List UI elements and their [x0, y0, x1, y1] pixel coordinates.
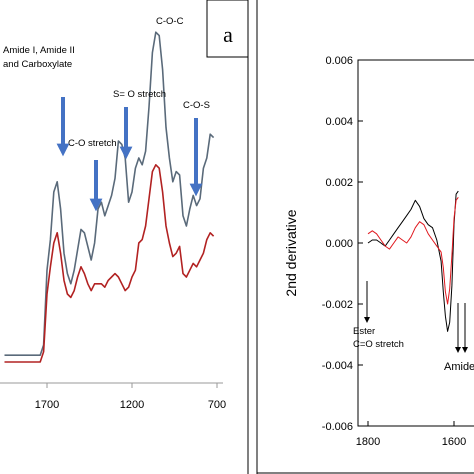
panel-a-x-tick-label: 1700: [35, 399, 59, 411]
panel-b-x-tick-label: 1600: [442, 436, 466, 448]
panel-b-ticks: 0.006 0.004 0.002 0.000 -0.002 -0.004 -0.00618…: [322, 55, 466, 448]
panel-b-y-tick-label: 0.002: [325, 177, 353, 189]
panel-b: 2nd derivative 0.006 0.004 0.002 0.000 -0.00…: [256, 0, 474, 474]
annotation-amide-line2: and Carboxylate: [3, 59, 72, 70]
panel-a-series: [4, 31, 215, 363]
panel-b-series: [367, 190, 459, 332]
panel-b-y-tick-label: 0.004: [325, 116, 353, 128]
panel-b-y-axis-label: 2nd derivative: [283, 209, 299, 296]
annotation-amide: Amide: [444, 361, 474, 373]
panel-b-series-line-2: [367, 197, 459, 305]
panel-b-y-tick-label: -0.004: [322, 360, 353, 372]
annotation-co-stretch: C-O stretch: [68, 138, 117, 149]
panel-b-y-tick-label: 0.006: [325, 55, 353, 67]
panel-a-series-line-2: [4, 164, 215, 363]
panel-a-x-tick-label: 1200: [120, 399, 144, 411]
panel-a-letter: a: [223, 22, 233, 47]
panel-b-series-line-1: [367, 190, 459, 332]
panel-b-y-tick-label: 0.000: [325, 238, 353, 250]
annotation-so-stretch: S= O stretch: [113, 89, 166, 100]
panel-b-y-tick-label: -0.002: [322, 299, 353, 311]
panel-b-x-tick-label: 1800: [356, 436, 380, 448]
panel-a-x-tick-label: 700: [208, 399, 226, 411]
annotation-amide-line1: Amide I, Amide II: [3, 45, 75, 56]
panel-a: 1700 1200 700 a Amide I, Amide II and Carb…: [0, 0, 249, 474]
panel-a-letter-box: [206, 0, 249, 58]
panel-b-y-tick-label: -0.006: [322, 421, 353, 433]
panel-a-background: [0, 0, 248, 474]
annotation-ester-line1: Ester: [353, 326, 375, 337]
panel-a-x-ticks: 1700 1200 700: [35, 383, 226, 411]
annotation-coc: C-O-C: [156, 16, 184, 27]
annotation-cos: C-O-S: [183, 100, 210, 111]
annotation-ester-line2: C=O stretch: [353, 339, 404, 350]
